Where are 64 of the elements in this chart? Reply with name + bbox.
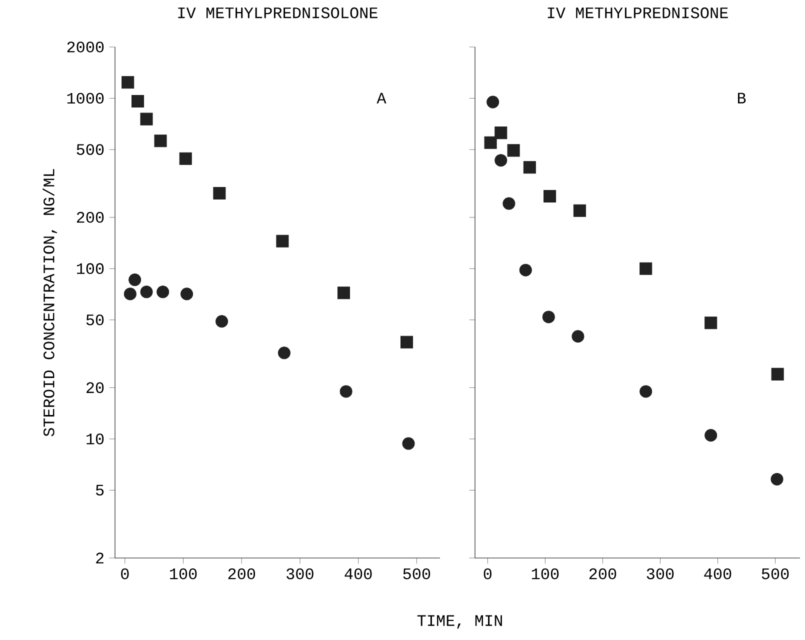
y-tick-label: 50 bbox=[86, 314, 104, 326]
x-tick-label: 200 bbox=[228, 568, 256, 580]
annotation: A bbox=[376, 92, 386, 104]
point bbox=[523, 161, 536, 174]
y-tick-label: 2000 bbox=[67, 42, 104, 52]
chart-title: IV METHYLPREDNISONE bbox=[548, 7, 728, 18]
x-tick-label: 300 bbox=[286, 568, 314, 580]
point bbox=[544, 190, 556, 202]
point bbox=[216, 315, 228, 328]
point bbox=[542, 310, 555, 324]
x-tick-label: 500 bbox=[403, 568, 430, 580]
y-tick-label: 200 bbox=[76, 212, 104, 223]
point bbox=[519, 264, 532, 276]
y-tick-label: 500 bbox=[76, 144, 104, 155]
chart-title: IV METHYLPREDNISOLONE bbox=[178, 7, 378, 18]
point bbox=[180, 288, 194, 300]
point bbox=[124, 288, 136, 300]
point bbox=[140, 112, 153, 126]
point bbox=[278, 346, 290, 360]
y-tick-label: 10 bbox=[86, 434, 104, 444]
point bbox=[402, 437, 415, 450]
point bbox=[640, 385, 652, 398]
point bbox=[340, 385, 352, 398]
annotation: B bbox=[738, 92, 746, 104]
x-tick-label: 0 bbox=[484, 568, 492, 580]
y-axis-title: STEROID CONCENTRATION, NG/ML bbox=[42, 169, 58, 436]
y-tick-label: 20 bbox=[86, 382, 104, 394]
point bbox=[494, 126, 508, 140]
y-tick-label: 2 bbox=[96, 552, 104, 564]
point bbox=[486, 96, 500, 108]
point bbox=[573, 204, 586, 217]
x-axis-title: TIME, MIN bbox=[417, 615, 502, 629]
x-tick-label: 100 bbox=[532, 568, 559, 580]
x-tick-label: 100 bbox=[170, 568, 197, 580]
point bbox=[770, 472, 784, 486]
point bbox=[572, 330, 584, 343]
x-tick-label: 500 bbox=[762, 568, 789, 580]
y-tick-label: 5 bbox=[96, 484, 104, 496]
x-tick-label: 400 bbox=[704, 568, 732, 580]
point bbox=[771, 368, 784, 380]
point bbox=[502, 197, 516, 210]
point bbox=[704, 429, 718, 442]
x-tick-label: 0 bbox=[121, 568, 129, 580]
y-tick-label: 100 bbox=[76, 263, 104, 274]
point bbox=[337, 286, 350, 300]
point bbox=[128, 273, 142, 286]
point bbox=[640, 262, 652, 275]
point bbox=[131, 95, 144, 108]
point bbox=[213, 186, 226, 200]
y-tick-label: 1000 bbox=[67, 92, 104, 104]
point bbox=[494, 154, 508, 167]
point bbox=[122, 76, 134, 89]
point bbox=[704, 316, 718, 330]
x-tick-label: 400 bbox=[344, 568, 372, 580]
x-tick-label: 300 bbox=[646, 568, 674, 580]
point bbox=[179, 152, 192, 165]
point bbox=[156, 286, 170, 298]
point bbox=[140, 286, 153, 298]
point bbox=[507, 144, 520, 157]
point bbox=[400, 336, 414, 348]
point bbox=[276, 234, 289, 248]
point bbox=[154, 134, 167, 148]
point bbox=[484, 136, 497, 149]
x-tick-label: 200 bbox=[589, 568, 616, 580]
